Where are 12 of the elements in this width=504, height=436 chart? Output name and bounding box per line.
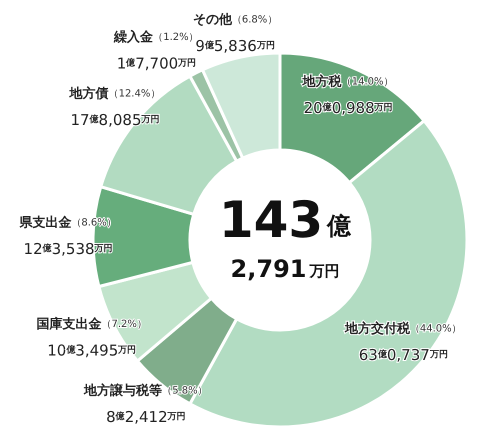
slice-label: 地方債 <box>68 85 109 102</box>
slice-label: 繰入金 <box>113 29 154 46</box>
data-label: （7.2%） <box>102 318 147 330</box>
slice-label: 国庫支出金 <box>36 316 103 332</box>
data-label: （6.8%） <box>232 14 278 26</box>
slice-label: 県支出金 <box>18 216 72 231</box>
slice-label: その他 <box>192 12 233 28</box>
slice-label: 地方税 <box>302 74 343 90</box>
data-label: （44.0%） <box>410 323 462 334</box>
slice-label: 地方交付税 <box>344 320 411 336</box>
data-label: （12.4%） <box>108 88 160 100</box>
slice-label: 地方譲与税等 <box>83 382 162 399</box>
